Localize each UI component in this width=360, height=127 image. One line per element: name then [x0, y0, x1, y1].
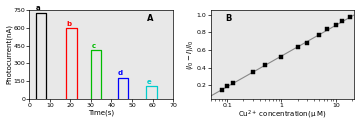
Point	[347, 16, 352, 18]
Point	[333, 24, 339, 26]
Text: a: a	[36, 5, 41, 11]
Text: B: B	[225, 14, 231, 23]
Text: d: d	[118, 70, 123, 76]
Point	[305, 42, 310, 44]
Point	[250, 71, 256, 73]
Text: c: c	[91, 43, 95, 49]
Point	[262, 64, 268, 66]
Y-axis label: $(I_0 - I)/I_0$: $(I_0 - I)/I_0$	[185, 39, 195, 70]
Point	[339, 20, 345, 22]
Point	[230, 82, 236, 84]
Point	[279, 56, 284, 58]
Y-axis label: Photocurrent(nA): Photocurrent(nA)	[5, 24, 12, 84]
Point	[316, 34, 322, 36]
Text: e: e	[147, 79, 152, 85]
X-axis label: Time(s): Time(s)	[88, 109, 114, 116]
Point	[295, 46, 301, 48]
Point	[324, 28, 330, 30]
Point	[224, 85, 230, 87]
Text: A: A	[147, 14, 154, 23]
Point	[219, 89, 225, 91]
Text: b: b	[67, 21, 72, 27]
X-axis label: Cu$^{2+}$ concentration(μ M): Cu$^{2+}$ concentration(μ M)	[238, 109, 327, 121]
